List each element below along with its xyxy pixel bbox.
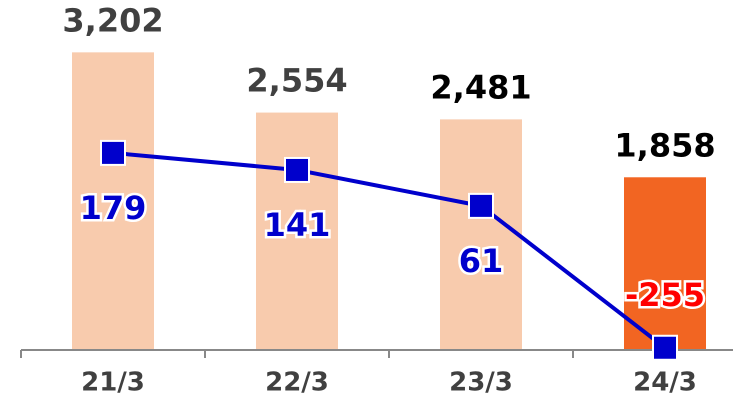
line-value-label: 179 [80, 189, 147, 227]
bar [440, 119, 522, 351]
line-value-label: 141 [264, 206, 331, 244]
line-value-label: 61 [459, 242, 504, 280]
line [112, 150, 667, 350]
bar-value-label: 2,554 [246, 62, 347, 100]
x-tick-label: 21/3 [81, 368, 145, 398]
line-marker [100, 139, 126, 166]
x-tick-label: 23/3 [449, 368, 513, 398]
bar [256, 112, 338, 351]
bar-value-label: 1,858 [614, 126, 715, 164]
bar-value-label: 3,202 [62, 1, 163, 39]
bar-value-label: 2,481 [430, 68, 531, 106]
x-tick-label: 24/3 [633, 368, 697, 398]
x-tick-label: 22/3 [265, 368, 329, 398]
line-marker [468, 192, 494, 219]
line-value-label: -255 [625, 276, 705, 314]
bar [624, 177, 706, 350]
line-marker [652, 334, 678, 361]
bar [72, 52, 154, 350]
line-marker [284, 156, 310, 183]
